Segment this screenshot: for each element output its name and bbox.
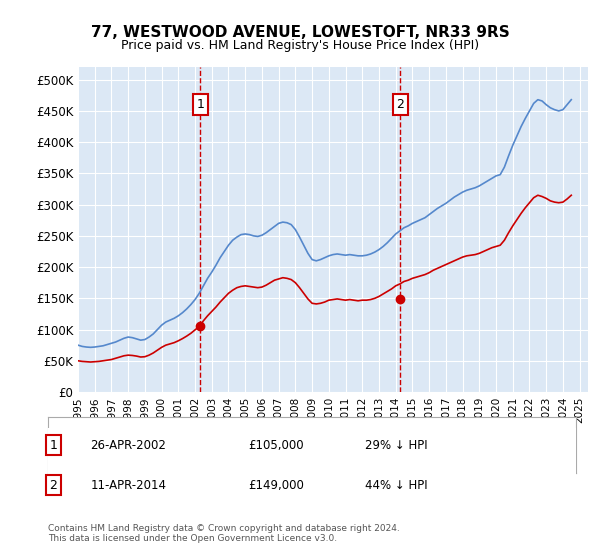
Text: 11-APR-2014: 11-APR-2014 — [90, 479, 166, 492]
Text: 1: 1 — [196, 98, 205, 111]
Text: 26-APR-2002: 26-APR-2002 — [90, 438, 166, 451]
Text: 1: 1 — [49, 438, 57, 451]
Text: 29% ↓ HPI: 29% ↓ HPI — [365, 438, 427, 451]
Text: 2: 2 — [49, 479, 57, 492]
Text: 44% ↓ HPI: 44% ↓ HPI — [365, 479, 427, 492]
Text: Contains HM Land Registry data © Crown copyright and database right 2024.
This d: Contains HM Land Registry data © Crown c… — [48, 524, 400, 543]
Text: 77, WESTWOOD AVENUE, LOWESTOFT, NR33 9RS (detached house): 77, WESTWOOD AVENUE, LOWESTOFT, NR33 9RS… — [90, 428, 443, 438]
Text: HPI: Average price, detached house, East Suffolk: HPI: Average price, detached house, East… — [90, 454, 345, 464]
Text: 2: 2 — [397, 98, 404, 111]
Text: 77, WESTWOOD AVENUE, LOWESTOFT, NR33 9RS: 77, WESTWOOD AVENUE, LOWESTOFT, NR33 9RS — [91, 25, 509, 40]
Text: £149,000: £149,000 — [248, 479, 305, 492]
Text: £105,000: £105,000 — [248, 438, 304, 451]
Text: Price paid vs. HM Land Registry's House Price Index (HPI): Price paid vs. HM Land Registry's House … — [121, 39, 479, 52]
